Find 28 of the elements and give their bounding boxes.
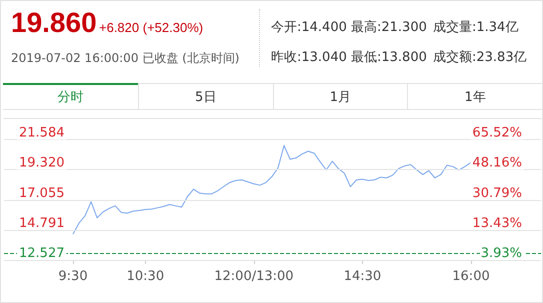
y-tick-label: 19.320: [19, 156, 64, 171]
x-tick-label: 14:30: [344, 269, 382, 284]
y2-tick-label: 30.79%: [472, 186, 522, 201]
y-tick-label: 14.791: [19, 216, 64, 231]
y-tick-label: 12.527: [19, 246, 64, 261]
y-tick-label: 21.584: [19, 126, 64, 140]
x-tick-label: 16:00: [452, 269, 490, 284]
tab: 分时: [3, 83, 138, 110]
text: 最高:21.300: [351, 19, 427, 36]
y2-tick-label: 13.43%: [472, 216, 522, 231]
x-tick-label: 10:30: [126, 269, 164, 284]
x-tick-label: 12:00/13:00: [214, 269, 294, 284]
y-tick-label: 17.055: [19, 186, 64, 201]
x-tick-label: 9:30: [58, 269, 88, 284]
text: 2019-07-02 16:00:00 已收盘 (北京时间): [11, 50, 240, 67]
text: 成交额:23.83亿: [433, 49, 527, 66]
text: 最低:13.800: [351, 49, 427, 66]
tab: 1年: [407, 83, 542, 110]
text: 19.860: [11, 7, 97, 39]
text: 今开:14.400: [271, 19, 347, 36]
text: 昨收:13.040: [271, 49, 347, 66]
tab: 5日: [138, 83, 272, 110]
text: +6.820 (+52.30%): [99, 20, 204, 35]
y2-tick-label: 48.16%: [472, 156, 522, 171]
y2-tick-label: -3.93%: [476, 246, 522, 261]
text: 成交量:1.34亿: [433, 19, 518, 36]
y2-tick-label: 65.52%: [472, 126, 522, 140]
tab: 1月: [272, 83, 408, 110]
